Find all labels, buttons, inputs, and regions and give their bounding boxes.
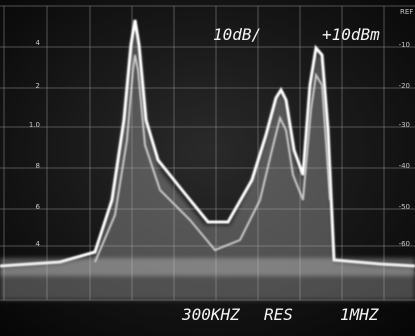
res-label: RES [264, 305, 293, 324]
right-scale-label: -60 [399, 240, 410, 248]
left-scale-label: 2 [36, 82, 40, 90]
trace-lower [94, 54, 331, 263]
span-label: 300KHZ [181, 305, 240, 324]
resolution-label: 1MHZ [340, 305, 379, 324]
left-scale-label: 4 [36, 39, 41, 47]
signal-trace [0, 19, 415, 300]
ref-label: REF [400, 8, 413, 16]
scale-label: 10dB/ [213, 25, 261, 44]
left-scale-label: 6 [36, 203, 41, 211]
right-scale-label: -40 [399, 162, 410, 170]
trace-haze [0, 22, 415, 300]
left-scale-label: 8 [36, 162, 40, 170]
reference-label: +10dBm [322, 25, 380, 44]
right-scale-label: -20 [399, 82, 410, 90]
trace-upper [0, 19, 415, 268]
graticule [0, 5, 415, 301]
left-scale-label: 1.0 [29, 121, 40, 129]
noise-floor [0, 258, 415, 276]
right-scale-label: -30 [399, 121, 410, 129]
right-scale-label: -50 [399, 203, 410, 211]
right-scale-label: -10 [399, 41, 410, 49]
left-scale-label: 4 [36, 240, 41, 248]
